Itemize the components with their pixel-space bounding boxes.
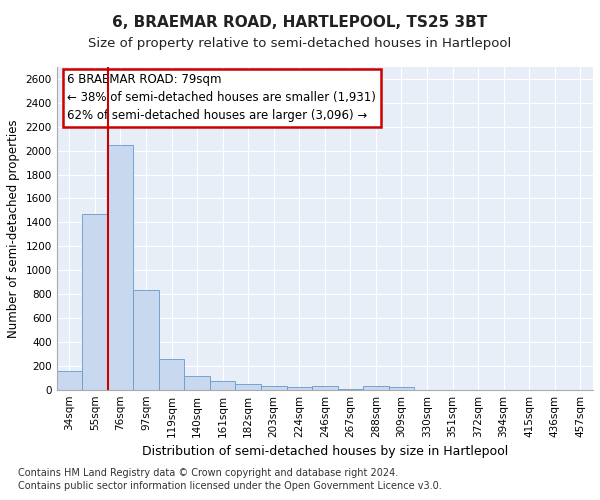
Bar: [261, 386, 287, 390]
Bar: [389, 388, 414, 390]
Y-axis label: Number of semi-detached properties: Number of semi-detached properties: [7, 119, 20, 338]
Bar: [82, 214, 108, 390]
Text: Size of property relative to semi-detached houses in Hartlepool: Size of property relative to semi-detach…: [88, 38, 512, 51]
Bar: [338, 388, 363, 390]
Text: Contains HM Land Registry data © Crown copyright and database right 2024.: Contains HM Land Registry data © Crown c…: [18, 468, 398, 477]
Bar: [159, 360, 184, 390]
Bar: [108, 144, 133, 390]
Text: Contains public sector information licensed under the Open Government Licence v3: Contains public sector information licen…: [18, 481, 442, 491]
Bar: [235, 384, 261, 390]
Text: 6 BRAEMAR ROAD: 79sqm
← 38% of semi-detached houses are smaller (1,931)
62% of s: 6 BRAEMAR ROAD: 79sqm ← 38% of semi-deta…: [67, 74, 376, 122]
Text: 6, BRAEMAR ROAD, HARTLEPOOL, TS25 3BT: 6, BRAEMAR ROAD, HARTLEPOOL, TS25 3BT: [112, 15, 488, 30]
Bar: [184, 376, 210, 390]
X-axis label: Distribution of semi-detached houses by size in Hartlepool: Distribution of semi-detached houses by …: [142, 445, 508, 458]
Bar: [363, 386, 389, 390]
Bar: [312, 386, 338, 390]
Bar: [56, 371, 82, 390]
Bar: [133, 290, 159, 390]
Bar: [210, 382, 235, 390]
Bar: [287, 386, 312, 390]
